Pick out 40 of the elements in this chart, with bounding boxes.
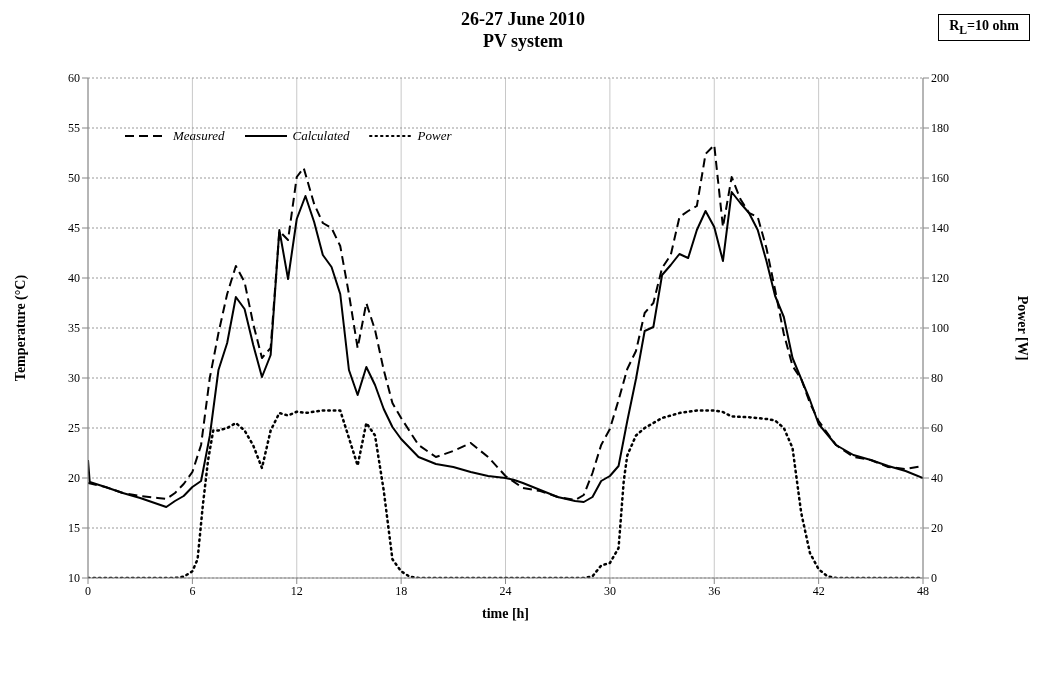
y2-tick-label: 140 xyxy=(931,221,949,236)
y-tick-label: 10 xyxy=(68,571,80,586)
y-tick-label: 60 xyxy=(68,71,80,86)
x-axis-title: time [h] xyxy=(481,606,530,621)
y2-tick-label: 120 xyxy=(931,271,949,286)
y2-tick-label: 40 xyxy=(931,471,943,486)
y-axis-title: Temperature (°C) xyxy=(12,274,29,382)
x-tick-label: 30 xyxy=(603,583,616,598)
x-tick-label: 42 xyxy=(812,583,825,598)
y-tick-label: 50 xyxy=(68,171,80,186)
x-tick-label: 6 xyxy=(189,583,196,598)
y2-axis-title: Power [W] xyxy=(1015,295,1031,361)
y2-tick-label: 80 xyxy=(931,371,943,386)
x-tick-label: 12 xyxy=(290,583,303,598)
chart-subtitle: PV system xyxy=(482,31,564,51)
x-tick-label: 24 xyxy=(499,583,512,598)
legend-label: Measured xyxy=(172,128,225,144)
y-tick-label: 25 xyxy=(68,421,80,436)
y-tick-label: 20 xyxy=(68,471,80,486)
y2-tick-label: 0 xyxy=(931,571,937,586)
legend-label: Power xyxy=(416,128,452,144)
y2-tick-label: 20 xyxy=(931,521,943,536)
legend-label: Calculated xyxy=(291,128,350,144)
y2-tick-label: 100 xyxy=(931,321,949,336)
y2-tick-label: 200 xyxy=(931,71,949,86)
text: R$_{L}$=10 ohm xyxy=(938,14,1030,41)
y2-tick-label: 60 xyxy=(931,421,943,436)
chart-title: 26-27 June 2010 xyxy=(460,9,585,29)
y-tick-label: 45 xyxy=(68,221,80,236)
y2-tick-label: 160 xyxy=(931,171,949,186)
y-tick-label: 40 xyxy=(68,271,80,286)
y-tick-label: 35 xyxy=(68,321,80,336)
y-tick-label: 30 xyxy=(68,371,80,386)
x-tick-label: 48 xyxy=(917,583,929,598)
x-tick-label: 18 xyxy=(395,583,408,598)
y-tick-label: 15 xyxy=(68,521,80,536)
y-tick-label: 55 xyxy=(68,121,80,136)
x-tick-label: 0 xyxy=(85,583,91,598)
x-tick-label: 36 xyxy=(708,583,721,598)
y2-tick-label: 180 xyxy=(931,121,949,136)
